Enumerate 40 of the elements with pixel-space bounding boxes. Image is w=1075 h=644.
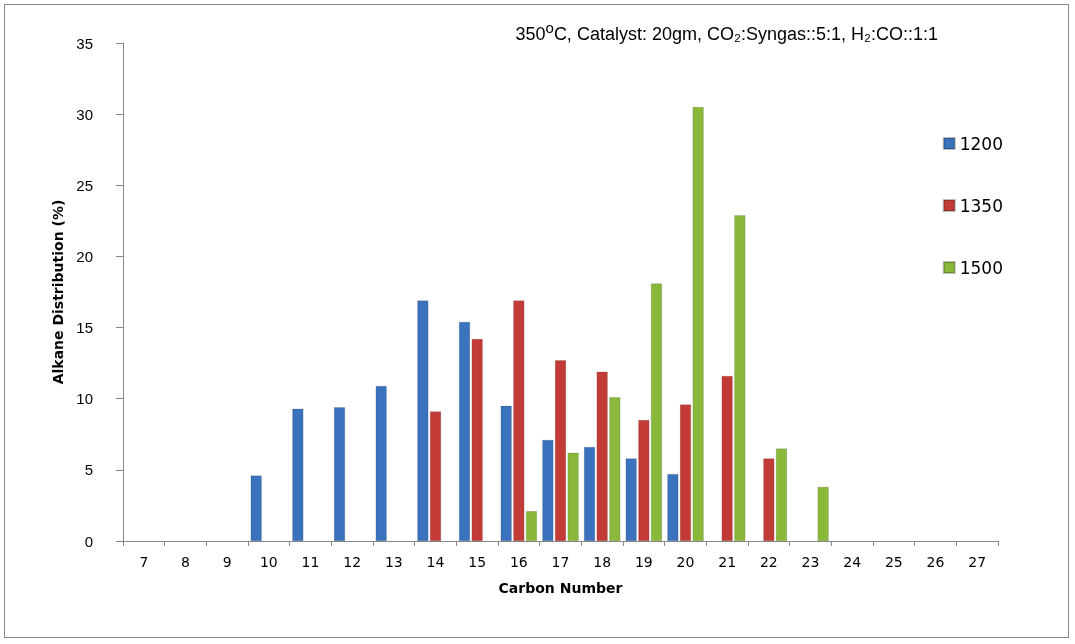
x-tick-label: 20 (676, 554, 695, 570)
x-tick-label: 27 (968, 554, 987, 570)
x-tick-label: 23 (801, 554, 820, 570)
legend-label: 1350 (959, 195, 1003, 216)
x-tick-label: 16 (509, 554, 528, 570)
bar (334, 407, 346, 541)
x-tick-label: 19 (634, 554, 653, 570)
y-tick-label: 10 (76, 390, 93, 408)
x-tick-label: 12 (343, 554, 362, 570)
y-tick-label: 20 (76, 247, 93, 265)
x-tick-label: 18 (593, 554, 612, 570)
y-tick-label: 0 (84, 532, 93, 550)
x-tick-label: 7 (139, 554, 149, 570)
x-tick-label: 11 (301, 554, 320, 570)
legend-label: 1500 (959, 257, 1003, 278)
y-tick-label: 25 (76, 176, 93, 194)
bar (375, 385, 387, 541)
y-tick-label: 15 (76, 319, 93, 337)
chart-title: 350$^{o}$C, Catalyst: 20gm, CO₂:Syngas::5:1, H₂:CO::1:1 (515, 19, 938, 45)
y-tick-label: 5 (84, 461, 93, 479)
x-tick-label: 13 (384, 554, 403, 570)
x-tick-label: 8 (181, 554, 190, 570)
x-tick-label: 22 (759, 554, 778, 570)
bar (292, 408, 304, 541)
x-tick-label: 15 (468, 554, 487, 570)
x-tick-label: 24 (843, 554, 862, 570)
x-tick-label: 10 (259, 554, 278, 570)
bar (250, 475, 262, 541)
x-tick-label: 14 (426, 554, 445, 570)
x-tick-label: 25 (884, 554, 903, 570)
y-axis-title: Alkane Distribution (%) (50, 199, 66, 385)
x-axis-title: Carbon Number (498, 580, 623, 596)
legend-label: 1200 (959, 133, 1003, 154)
bar (817, 486, 829, 541)
x-tick-label: 21 (718, 554, 737, 570)
y-tick-label: 35 (76, 34, 93, 52)
x-tick-label: 9 (222, 554, 232, 570)
x-tick-label: 17 (551, 554, 570, 570)
x-tick-label: 26 (926, 554, 945, 570)
y-tick-label: 30 (76, 105, 93, 123)
